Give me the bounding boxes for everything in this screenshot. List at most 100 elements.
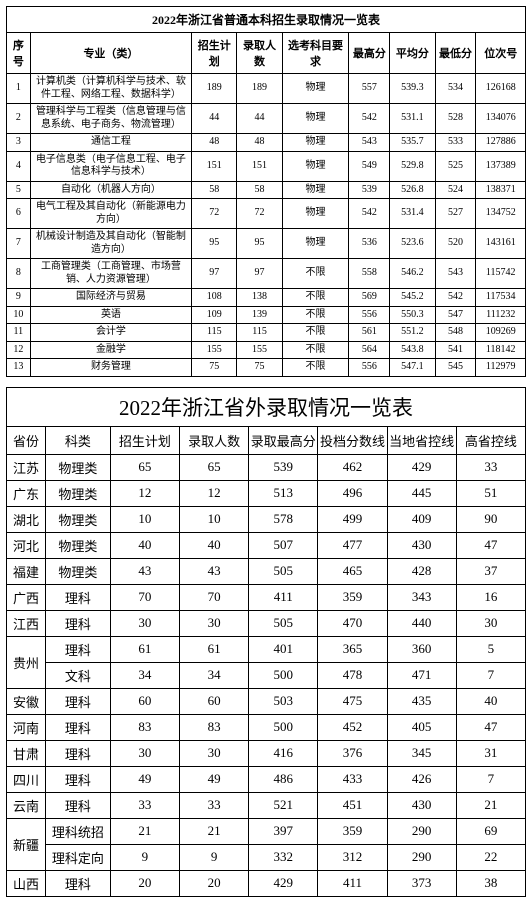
cell-avg: 547.1	[390, 359, 435, 377]
cell-province: 江西	[7, 610, 46, 636]
cell-hi: 500	[249, 662, 318, 688]
table-row: 广东物理类121251349644551	[7, 480, 526, 506]
cell-ctrl: 429	[387, 454, 456, 480]
table2-header-3: 录取人数	[179, 426, 248, 454]
cell-province: 安徽	[7, 688, 46, 714]
cell-line: 376	[318, 740, 387, 766]
cell-line: 359	[318, 584, 387, 610]
cell-ctrl: 440	[387, 610, 456, 636]
table1-header-5: 最高分	[349, 33, 390, 74]
table2-head: 省份科类招生计划录取人数录取最高分投档分数线当地省控线高省控线	[7, 426, 526, 454]
cell-num: 151	[237, 151, 282, 181]
cell-avg: 543.8	[390, 341, 435, 359]
cell-ctrl: 435	[387, 688, 456, 714]
cell-num: 10	[179, 506, 248, 532]
cell-plan: 33	[110, 792, 179, 818]
cell-num: 189	[237, 74, 282, 104]
cell-cat: 文科	[45, 662, 110, 688]
cell-rank: 112979	[476, 359, 526, 377]
cell-cat: 理科统招	[45, 818, 110, 844]
cell-req: 物理	[282, 104, 349, 134]
cell-num: 30	[179, 740, 248, 766]
table2-body: 江苏物理类656553946242933广东物理类121251349644551…	[7, 454, 526, 896]
cell-province: 山西	[7, 870, 46, 896]
cell-lo: 527	[435, 199, 476, 229]
cell-num: 34	[179, 662, 248, 688]
cell-rank: 109269	[476, 324, 526, 342]
cell-plan: 97	[192, 259, 237, 289]
cell-req: 物理	[282, 229, 349, 259]
cell-province: 广东	[7, 480, 46, 506]
cell-line: 433	[318, 766, 387, 792]
cell-province: 湖北	[7, 506, 46, 532]
cell-plan: 21	[110, 818, 179, 844]
cell-diff: 33	[456, 454, 525, 480]
table-row: 12金融学155155不限564543.8541118142	[7, 341, 526, 359]
table1-header-7: 最低分	[435, 33, 476, 74]
table-row: 9国际经济与贸易108138不限569545.2542117534	[7, 289, 526, 307]
cell-rank: 134752	[476, 199, 526, 229]
cell-plan: 61	[110, 636, 179, 662]
cell-rank: 137389	[476, 151, 526, 181]
table-row: 甘肃理科303041637634531	[7, 740, 526, 766]
cell-province: 江苏	[7, 454, 46, 480]
cell-hi: 500	[249, 714, 318, 740]
cell-rank: 118142	[476, 341, 526, 359]
table-row: 河南理科838350045240547	[7, 714, 526, 740]
cell-lo: 545	[435, 359, 476, 377]
zhejiang-undergrad-table: 2022年浙江省普通本科招生录取情况一览表 序号专业（类）招生计划录取人数选考科…	[6, 6, 526, 377]
cell-lo: 533	[435, 134, 476, 152]
cell-avg: 523.6	[390, 229, 435, 259]
cell-ctrl: 471	[387, 662, 456, 688]
cell-idx: 1	[7, 74, 31, 104]
cell-num: 12	[179, 480, 248, 506]
cell-diff: 40	[456, 688, 525, 714]
table-row: 11会计学115115不限561551.2548109269	[7, 324, 526, 342]
cell-req: 不限	[282, 359, 349, 377]
table-row: 山西理科202042941137338	[7, 870, 526, 896]
table-row: 江苏物理类656553946242933	[7, 454, 526, 480]
cell-num: 95	[237, 229, 282, 259]
cell-idx: 6	[7, 199, 31, 229]
cell-plan: 40	[110, 532, 179, 558]
table1-title: 2022年浙江省普通本科招生录取情况一览表	[6, 6, 526, 32]
out-of-province-table: 2022年浙江省外录取情况一览表 省份科类招生计划录取人数录取最高分投档分数线当…	[6, 387, 526, 897]
table2-header-1: 科类	[45, 426, 110, 454]
cell-major: 管理科学与工程类（信息管理与信息系统、电子商务、物流管理）	[30, 104, 192, 134]
cell-idx: 12	[7, 341, 31, 359]
cell-major: 电子信息类（电子信息工程、电子信息科学与技术）	[30, 151, 192, 181]
cell-num: 43	[179, 558, 248, 584]
cell-req: 不限	[282, 324, 349, 342]
cell-lo: 541	[435, 341, 476, 359]
cell-ctrl: 430	[387, 792, 456, 818]
cell-plan: 60	[110, 688, 179, 714]
cell-province: 河北	[7, 532, 46, 558]
cell-cat: 理科	[45, 584, 110, 610]
cell-line: 411	[318, 870, 387, 896]
cell-rank: 126168	[476, 74, 526, 104]
table1-header-4: 选考科目要求	[282, 33, 349, 74]
cell-num: 60	[179, 688, 248, 714]
cell-cat: 物理类	[45, 480, 110, 506]
cell-hi: 332	[249, 844, 318, 870]
cell-province: 福建	[7, 558, 46, 584]
cell-num: 97	[237, 259, 282, 289]
table2-header-4: 录取最高分	[249, 426, 318, 454]
cell-avg: 539.3	[390, 74, 435, 104]
cell-idx: 3	[7, 134, 31, 152]
table-row: 1计算机类（计算机科学与技术、软件工程、网络工程、数据科学）189189物理55…	[7, 74, 526, 104]
cell-cat: 理科定向	[45, 844, 110, 870]
cell-diff: 38	[456, 870, 525, 896]
cell-plan: 115	[192, 324, 237, 342]
cell-avg: 551.2	[390, 324, 435, 342]
cell-line: 470	[318, 610, 387, 636]
cell-major: 金融学	[30, 341, 192, 359]
cell-hi: 486	[249, 766, 318, 792]
cell-num: 115	[237, 324, 282, 342]
cell-hi: 397	[249, 818, 318, 844]
cell-hi: 521	[249, 792, 318, 818]
cell-province: 甘肃	[7, 740, 46, 766]
table1-header-6: 平均分	[390, 33, 435, 74]
cell-diff: 22	[456, 844, 525, 870]
cell-diff: 21	[456, 792, 525, 818]
